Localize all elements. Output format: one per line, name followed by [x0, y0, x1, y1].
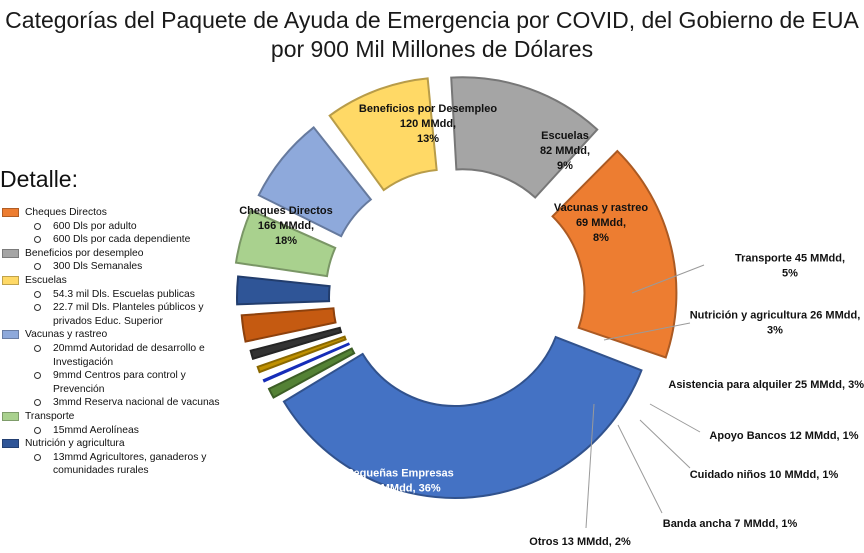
data-label: Nutrición y agricultura 26 MMdd,: [690, 310, 861, 322]
legend-swatch: [2, 208, 19, 217]
leader-line: [617, 424, 663, 514]
bullet-icon: [34, 426, 41, 434]
legend-item: Nutrición y agricultura: [2, 437, 242, 451]
legend-detail-text: 20mmd Autoridad de desarrollo e Investig…: [53, 342, 205, 368]
data-label: 5%: [782, 268, 798, 280]
legend-detail: 20mmd Autoridad de desarrollo e Investig…: [2, 342, 242, 369]
data-label: Vacunas y rastreo: [554, 202, 648, 214]
data-label: 3%: [767, 325, 783, 337]
legend-detail-text: 300 Dls Semanales: [53, 261, 143, 273]
slice-escuelas: [328, 77, 438, 192]
legend-detail: 600 Dls por cada dependiente: [2, 233, 242, 247]
legend-detail-text: 9mmd Centros para control y Prevención: [53, 370, 186, 395]
data-label: 82 MMdd,: [540, 145, 590, 157]
bullet-icon: [34, 304, 41, 312]
legend-item: Vacunas y rastreo: [2, 328, 242, 342]
data-label: Pequeñas Empresas: [346, 468, 454, 480]
slice-cheques-directos: [551, 149, 678, 359]
bullet-icon: [34, 372, 41, 380]
data-label: Beneficios por Desempleo: [359, 103, 497, 115]
legend-swatch: [2, 411, 19, 421]
slice-cuidado-niños: [256, 335, 347, 374]
data-label: Cuidado niños 10 MMdd, 1%: [690, 469, 839, 481]
data-label: 9%: [557, 160, 573, 172]
legend-detail-text: 15mmd Aerolíneas: [53, 424, 139, 436]
legend-label: Transporte: [25, 410, 75, 422]
legend-detail: 22.7 mil Dls. Planteles públicos y priva…: [2, 301, 242, 328]
bullet-icon: [34, 236, 41, 244]
legend-detail-text: 22.7 mil Dls. Planteles públicos y priva…: [53, 302, 204, 327]
data-label: 120 MMdd,: [400, 118, 456, 130]
data-label: 8%: [593, 232, 609, 244]
data-label: Escuelas: [541, 130, 589, 142]
legend-detail-text: 3mmd Reserva nacional de vacunas: [53, 397, 220, 409]
data-label: Cheques Directos: [239, 205, 333, 217]
chart-title-line-2: por 900 Mil Millones de Dólares: [270, 36, 594, 62]
legend-detail: 600 Dls por adulto: [2, 220, 242, 234]
data-label: 13%: [417, 133, 439, 145]
bullet-icon: [34, 344, 41, 352]
slice-apoyo-bancos: [249, 326, 343, 361]
leader-line: [649, 403, 701, 433]
legend-title: Detalle:: [0, 166, 78, 192]
legend-item: Cheques Directos: [2, 206, 242, 220]
leader-line: [639, 419, 691, 469]
legend-label: Escuelas: [25, 274, 67, 286]
legend-label: Nutrición y agricultura: [25, 438, 125, 450]
bullet-icon: [34, 263, 41, 271]
legend-swatch: [2, 248, 19, 258]
leader-line: [631, 264, 705, 294]
legend-detail-text: 600 Dls por adulto: [53, 220, 137, 232]
chart-title: Categorías del Paquete de Ayuda de Emerg…: [0, 6, 864, 64]
legend-label: Cheques Directos: [25, 207, 107, 218]
slice-pequeñas-empresas: [282, 335, 643, 499]
data-label: Transporte 45 MMdd,: [735, 253, 845, 265]
chart-title-line-1: Categorías del Paquete de Ayuda de Emerg…: [5, 7, 859, 33]
data-label: Apoyo Bancos 12 MMdd, 1%: [709, 430, 858, 442]
data-label: 166 MMdd,: [258, 220, 314, 232]
legend-detail-text: 600 Dls por cada dependiente: [53, 234, 191, 246]
legend-detail: 15mmd Aerolíneas: [2, 424, 242, 438]
legend-detail: 54.3 mil Dls. Escuelas publicas: [2, 288, 242, 302]
data-label: Otros 13 MMdd, 2%: [529, 536, 631, 548]
data-label: Banda ancha 7 MMdd, 1%: [663, 518, 798, 530]
legend-swatch: [2, 439, 19, 449]
slice-otros: [267, 347, 356, 399]
slice-asistencia-para-alquiler: [240, 307, 337, 343]
legend-item: Transporte: [2, 410, 242, 424]
legend-swatch: [2, 275, 19, 285]
legend-detail: 300 Dls Semanales: [2, 260, 242, 274]
data-label: 325 MMdd, 36%: [359, 483, 441, 495]
slice-banda-ancha: [262, 342, 351, 383]
legend-item: Beneficios por desempleo: [2, 247, 242, 261]
data-label: 69 MMdd,: [576, 217, 626, 229]
legend-label: Vacunas y rastreo: [25, 329, 108, 341]
legend-swatch: [2, 330, 19, 340]
leader-line: [603, 322, 691, 341]
legend-detail: 9mmd Centros para control y Prevención: [2, 369, 242, 396]
legend-detail: 3mmd Reserva nacional de vacunas: [2, 396, 242, 410]
bullet-icon: [34, 222, 41, 230]
leader-line: [585, 403, 595, 529]
data-label: Asistencia para alquiler 25 MMdd, 3%: [668, 379, 864, 391]
legend-detail-text: 13mmd Agricultores, ganaderos y comunida…: [53, 451, 207, 477]
legend-detail-text: 54.3 mil Dls. Escuelas publicas: [53, 288, 195, 300]
slice-vacunas-y-rastreo: [257, 126, 373, 238]
slice-transporte: [234, 209, 337, 278]
data-label: 18%: [275, 235, 297, 247]
legend-label: Beneficios por desempleo: [25, 247, 144, 259]
legend: Cheques Directos 600 Dls por adulto 600 Dl…: [2, 206, 242, 478]
bullet-icon: [34, 453, 41, 461]
legend-detail: 13mmd Agricultores, ganaderos y comunida…: [2, 451, 242, 478]
slice-beneficios-por-desempleo: [450, 76, 599, 199]
bullet-icon: [34, 290, 41, 298]
legend-item: Escuelas: [2, 274, 242, 288]
slice-nutrición-y-agricultura: [236, 275, 331, 306]
bullet-icon: [34, 399, 41, 407]
